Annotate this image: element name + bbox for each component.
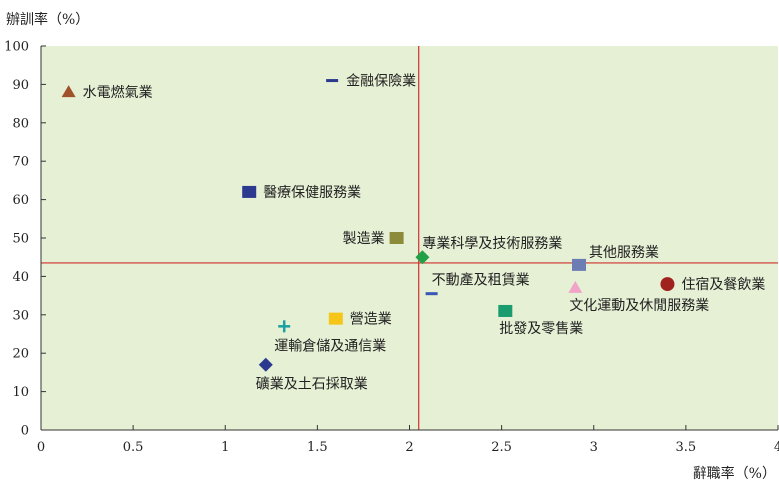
point-label: 礦業及土石採取業 — [256, 376, 368, 393]
point-label: 製造業 — [343, 231, 385, 247]
x-tick-label: 4 — [774, 440, 779, 455]
data-points — [61, 79, 675, 372]
square-marker — [498, 304, 513, 317]
y-tick-label: 20 — [12, 347, 29, 362]
square-marker — [328, 312, 343, 325]
x-tick-label: 1 — [221, 440, 229, 455]
y-tick-label: 80 — [12, 116, 29, 131]
y-tick-label: 60 — [12, 193, 29, 208]
x-tick-label: 3.5 — [676, 440, 697, 455]
point-label: 文化運動及休閒服務業 — [569, 298, 709, 314]
x-tick-label: 1.5 — [307, 440, 328, 455]
dash-marker — [326, 79, 339, 83]
x-axis-ticks: 0 0.5 1 1.5 2 2.5 3 3.5 4 — [37, 425, 779, 455]
diamond-marker — [415, 250, 430, 265]
point-label: 金融保險業 — [346, 74, 416, 90]
plot-area — [41, 46, 778, 430]
point-label: 專業科學及技術服務業 — [422, 236, 562, 252]
y-axis-title: 辦訓率（%） — [6, 11, 89, 28]
point-label: 水電燃氣業 — [83, 84, 153, 101]
dash-marker — [425, 292, 438, 296]
y-tick-label: 90 — [12, 78, 29, 93]
square-marker — [242, 185, 257, 198]
circle-marker — [660, 277, 675, 292]
x-tick-label: 3 — [590, 440, 598, 455]
y-tick-label: 30 — [12, 308, 29, 323]
y-tick-label: 50 — [12, 232, 29, 247]
point-label: 醫療保健服務業 — [263, 184, 361, 201]
reference-lines — [41, 46, 778, 430]
x-tick-label: 2.5 — [491, 440, 512, 455]
y-tick-label: 40 — [12, 270, 29, 285]
square-marker — [572, 258, 587, 271]
y-tick-label: 70 — [12, 155, 29, 170]
y-axis-ticks: 0 10 20 30 40 50 60 70 80 90 100 — [4, 40, 46, 439]
point-label: 營造業 — [350, 312, 392, 328]
y-tick-label: 10 — [12, 385, 29, 400]
x-axis-title: 辭職率（%） — [693, 465, 776, 482]
x-tick-label: 0.5 — [123, 440, 144, 455]
diamond-marker — [258, 357, 273, 372]
y-tick-label: 100 — [4, 40, 29, 55]
point-label: 其他服務業 — [589, 245, 659, 261]
triangle-marker — [61, 85, 76, 98]
square-marker — [389, 232, 404, 244]
triangle-marker — [568, 280, 583, 293]
y-tick-label: 0 — [21, 424, 29, 439]
point-label: 批發及零售業 — [499, 321, 583, 337]
point-label: 不動產及租賃業 — [432, 272, 530, 289]
x-tick-label: 2 — [405, 440, 413, 455]
x-tick-label: 0 — [37, 440, 45, 455]
point-label: 運輸倉儲及通信業 — [274, 338, 386, 354]
point-label: 住宿及餐飲業 — [681, 276, 765, 293]
plus-marker — [278, 320, 291, 333]
